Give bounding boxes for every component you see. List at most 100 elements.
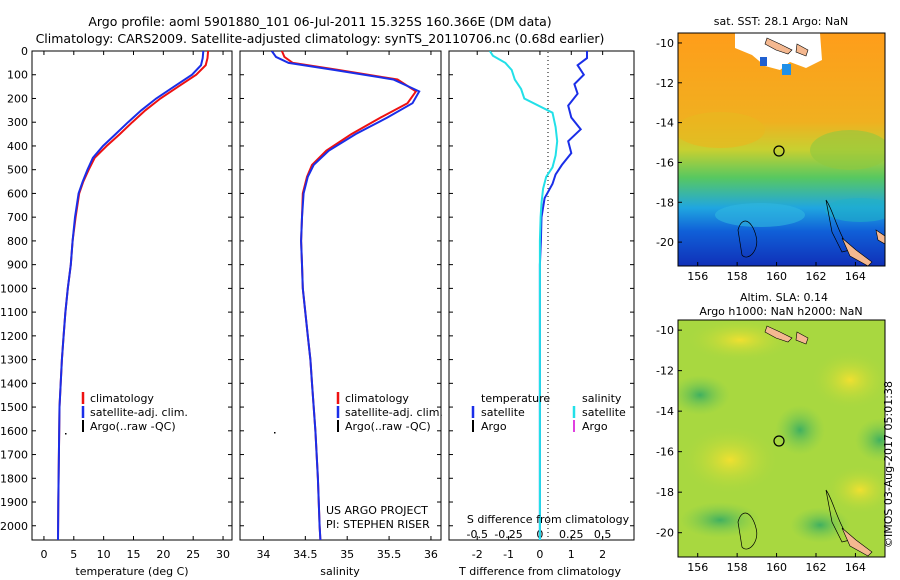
- sst-map-frame: [677, 32, 886, 267]
- reef-contour: [825, 199, 851, 253]
- difference-plot-area: [488, 51, 588, 540]
- lat-tick-label: -18: [656, 486, 674, 499]
- legend-label: satellite: [582, 406, 626, 419]
- legend-label: Argo: [582, 420, 608, 433]
- x-tick-label: 34.5: [293, 548, 318, 561]
- lon-tick-label: 162: [806, 270, 827, 283]
- x-tick-label: 0: [536, 548, 543, 561]
- series-salinity-satellite: [488, 51, 559, 540]
- s-diff-tick-label: 0.25: [559, 528, 584, 541]
- depth-tick-label: 800: [7, 235, 28, 248]
- x-tick-label: 25: [186, 548, 200, 561]
- sst-map-axes: -10 -12 -14 -16 -18 -20 156 158 160 162 164: [656, 37, 866, 283]
- depth-tick-label: 200: [7, 92, 28, 105]
- depth-tick-label: 300: [7, 116, 28, 129]
- island: [875, 229, 885, 245]
- s-difference-axis-label: S difference from climatology: [467, 513, 630, 526]
- x-tick-label: -1: [503, 548, 514, 561]
- sla-map-axes: -10 -12 -14 -16 -18 -20 156 158 160 162 164: [656, 324, 866, 574]
- depth-tick-label: 1600: [0, 425, 28, 438]
- lat-tick-label: -20: [656, 527, 674, 540]
- island: [764, 37, 793, 55]
- x-tick-label: 5: [70, 548, 77, 561]
- island: [841, 237, 873, 266]
- legend-label: Argo: [481, 420, 507, 433]
- salinity-plot-area: [270, 51, 421, 540]
- salinity-legend: climatology satellite-adj. clim. Argo(..…: [326, 392, 443, 531]
- salinity-panel-frame: [239, 50, 442, 541]
- x-tick-label: 0: [40, 548, 47, 561]
- argo-point: [65, 433, 67, 435]
- argo-location-marker: [773, 435, 785, 447]
- x-tick-label: 20: [156, 548, 170, 561]
- x-tick-label: 30: [216, 548, 230, 561]
- series-satellite-adj-clim-: [57, 51, 205, 540]
- sst-map: [678, 33, 885, 266]
- x-axis-label: T difference from climatology: [458, 565, 621, 578]
- lat-tick-label: -16: [656, 156, 674, 169]
- legend-label: Argo(..raw -QC): [345, 420, 431, 433]
- lat-tick-label: -16: [656, 446, 674, 459]
- temperature-panel-frame: [31, 50, 233, 541]
- depth-tick-label: 900: [7, 259, 28, 272]
- lat-tick-label: -18: [656, 196, 674, 209]
- lat-tick-label: -10: [656, 37, 674, 50]
- depth-tick-label: 1200: [0, 330, 28, 343]
- s-diff-tick-label: -0.25: [494, 528, 522, 541]
- depth-axis: 0 100 200 300 400 500 600 700 800 900 1000 1100 1200…: [0, 45, 634, 533]
- x-tick-label: 34: [256, 548, 270, 561]
- lat-tick-label: -12: [656, 77, 674, 90]
- island: [764, 325, 793, 343]
- legend-label: satellite-adj. clim.: [345, 406, 443, 419]
- lon-tick-label: 156: [687, 270, 708, 283]
- island: [795, 43, 809, 57]
- lat-tick-label: -20: [656, 236, 674, 249]
- lon-tick-label: 162: [806, 561, 827, 574]
- figure-subtitle: Climatology: CARS2009. Satellite-adjuste…: [35, 31, 605, 46]
- temperature-legend: climatology satellite-adj. clim. Argo(..…: [81, 392, 188, 433]
- depth-tick-label: 1400: [0, 377, 28, 390]
- lon-tick-label: 158: [727, 561, 748, 574]
- salinity-x-axis: 34 34.5 35 35.5 36 salinity: [256, 51, 438, 578]
- reef-contour: [825, 489, 851, 543]
- reef-contour: [737, 220, 758, 258]
- depth-tick-label: 1900: [0, 496, 28, 509]
- reef-contour: [737, 512, 758, 550]
- legend-title-salinity: salinity: [582, 392, 622, 405]
- depth-tick-label: 2000: [0, 520, 28, 533]
- lon-tick-label: 156: [687, 561, 708, 574]
- temperature-x-axis: 0 5 10 15 20 25 30 temperature (deg C): [40, 51, 230, 578]
- legend-label: climatology: [90, 392, 154, 405]
- lat-tick-label: -14: [656, 117, 674, 130]
- temperature-plot-area: [57, 51, 210, 540]
- depth-tick-label: 1300: [0, 354, 28, 367]
- legend-label: climatology: [345, 392, 409, 405]
- x-tick-label: 10: [97, 548, 111, 561]
- x-tick-label: 2: [599, 548, 606, 561]
- depth-tick-label: 600: [7, 187, 28, 200]
- sla-map-frame: [677, 319, 886, 558]
- island: [841, 527, 873, 557]
- island: [795, 331, 809, 345]
- argo-point: [274, 432, 276, 434]
- x-tick-label: 15: [126, 548, 140, 561]
- legend-title-temperature: temperature: [481, 392, 550, 405]
- series-climatology: [280, 51, 418, 540]
- credit-pi: PI: STEPHEN RISER: [326, 518, 430, 531]
- legend-label: Argo(..raw -QC): [90, 420, 176, 433]
- x-tick-label: 36: [424, 548, 438, 561]
- sla-map-subtitle: Argo h1000: NaN h2000: NaN: [699, 305, 862, 318]
- series-temperature-satellite: [538, 51, 588, 540]
- legend-label: satellite: [481, 406, 525, 419]
- legend-label: satellite-adj. clim.: [90, 406, 188, 419]
- depth-tick-label: 1100: [0, 306, 28, 319]
- x-tick-label: -2: [472, 548, 483, 561]
- depth-tick-label: 1500: [0, 401, 28, 414]
- depth-tick-label: 700: [7, 211, 28, 224]
- depth-tick-label: 400: [7, 140, 28, 153]
- depth-tick-label: 1000: [0, 282, 28, 295]
- difference-panel-frame: [448, 50, 635, 541]
- lon-tick-label: 160: [766, 270, 787, 283]
- lat-tick-label: -14: [656, 405, 674, 418]
